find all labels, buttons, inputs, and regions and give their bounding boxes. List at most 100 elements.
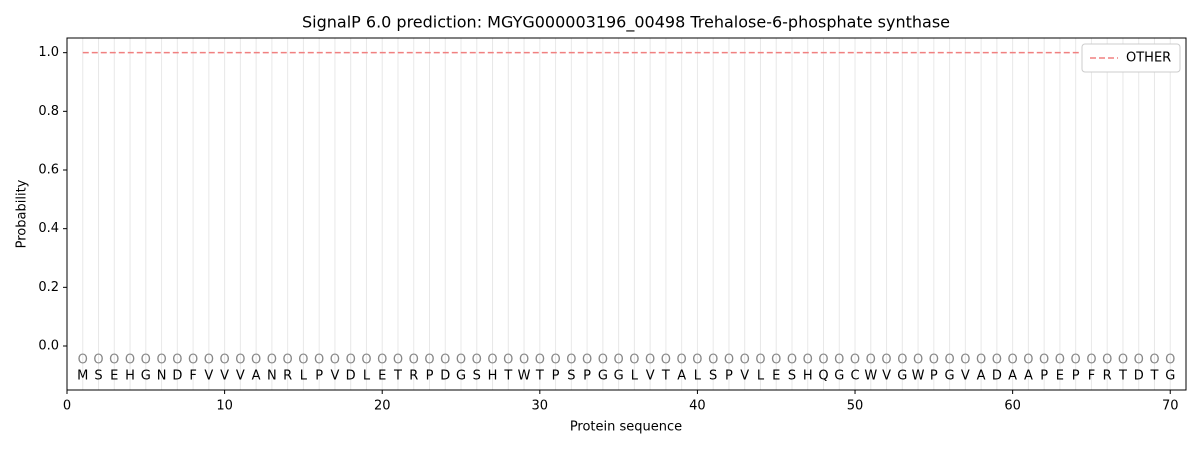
residue-label: R <box>283 369 292 384</box>
residue-label: E <box>110 369 118 384</box>
residue-label: P <box>725 369 733 384</box>
residue-label: P <box>315 369 323 384</box>
residue-label: W <box>518 369 531 384</box>
residue-label: D <box>346 369 356 384</box>
region-label: O <box>850 353 860 368</box>
residue-label: S <box>94 369 102 384</box>
residue-label: G <box>614 369 624 384</box>
region-label: O <box>755 353 765 368</box>
region-label: O <box>330 353 340 368</box>
region-label: O <box>787 353 797 368</box>
region-label: O <box>1039 353 1049 368</box>
region-label: O <box>1008 353 1018 368</box>
region-label: O <box>740 353 750 368</box>
x-tick-label: 60 <box>1004 399 1021 414</box>
region-label: O <box>188 353 198 368</box>
region-label: O <box>1071 353 1081 368</box>
region-label: O <box>298 353 308 368</box>
region-label: O <box>803 353 813 368</box>
y-tick-label: 1.0 <box>38 45 59 60</box>
region-label: O <box>267 353 277 368</box>
residue-label: N <box>157 369 167 384</box>
region-label: O <box>346 353 356 368</box>
region-label: O <box>929 353 939 368</box>
region-label: O <box>598 353 608 368</box>
residue-label: L <box>631 369 639 384</box>
region-label: O <box>472 353 482 368</box>
legend-box <box>1081 43 1181 73</box>
y-axis-label: Probability <box>15 179 30 248</box>
residue-label: S <box>788 369 796 384</box>
region-label: O <box>204 353 214 368</box>
residue-label: H <box>125 369 135 384</box>
region-label: O <box>125 353 135 368</box>
residue-label: C <box>850 369 859 384</box>
residue-label: E <box>772 369 780 384</box>
x-tick-label: 50 <box>847 399 864 414</box>
region-label: O <box>424 353 434 368</box>
chart-title: SignalP 6.0 prediction: MGYG000003196_00… <box>302 13 950 33</box>
residue-label: T <box>503 369 512 384</box>
region-label: O <box>1149 353 1159 368</box>
residue-label: V <box>882 369 891 384</box>
residue-label: Q <box>818 369 828 384</box>
region-label: O <box>141 353 151 368</box>
region-label: O <box>645 353 655 368</box>
residue-label: P <box>930 369 938 384</box>
region-label: O <box>409 353 419 368</box>
region-label: O <box>897 353 907 368</box>
residue-label: F <box>189 369 196 384</box>
residue-label: H <box>488 369 498 384</box>
region-label: O <box>93 353 103 368</box>
region-label: O <box>708 353 718 368</box>
region-label: O <box>78 353 88 368</box>
region-label: O <box>834 353 844 368</box>
region-label: O <box>251 353 261 368</box>
x-axis-label: Protein sequence <box>570 420 682 435</box>
residue-label: W <box>912 369 925 384</box>
residue-label: E <box>378 369 386 384</box>
residue-label: T <box>535 369 544 384</box>
region-label: O <box>550 353 560 368</box>
region-label: O <box>913 353 923 368</box>
region-label: O <box>487 353 497 368</box>
residue-label: E <box>1056 369 1064 384</box>
residue-label: V <box>740 369 749 384</box>
residue-label: M <box>77 369 88 384</box>
residue-label: P <box>552 369 560 384</box>
region-label: O <box>614 353 624 368</box>
region-label: O <box>440 353 450 368</box>
x-tick-label: 0 <box>63 399 71 414</box>
residue-label: A <box>977 369 986 384</box>
residue-label: L <box>363 369 371 384</box>
region-label: O <box>944 353 954 368</box>
residue-label: N <box>267 369 277 384</box>
region-label: O <box>1165 353 1175 368</box>
region-label: O <box>109 353 119 368</box>
region-label: O <box>661 353 671 368</box>
residue-label: R <box>1103 369 1112 384</box>
residue-label: P <box>426 369 434 384</box>
region-label: O <box>771 353 781 368</box>
y-tick-label: 0.0 <box>38 339 59 354</box>
residue-label: T <box>1118 369 1127 384</box>
residue-label: V <box>961 369 970 384</box>
x-tick-label: 70 <box>1162 399 1179 414</box>
residue-label: P <box>1072 369 1080 384</box>
x-tick-label: 20 <box>374 399 391 414</box>
residue-label: V <box>236 369 245 384</box>
region-label: O <box>1055 353 1065 368</box>
y-tick-label: 0.2 <box>38 280 59 295</box>
residue-label: D <box>1134 369 1144 384</box>
region-label: O <box>1023 353 1033 368</box>
region-label: O <box>172 353 182 368</box>
region-label: O <box>1118 353 1128 368</box>
region-label: O <box>393 353 403 368</box>
residue-label: W <box>864 369 877 384</box>
residue-label: A <box>252 369 261 384</box>
residue-label: D <box>172 369 182 384</box>
region-label: O <box>1102 353 1112 368</box>
region-label: O <box>692 353 702 368</box>
residue-label: T <box>661 369 670 384</box>
legend-label: OTHER <box>1126 51 1171 66</box>
